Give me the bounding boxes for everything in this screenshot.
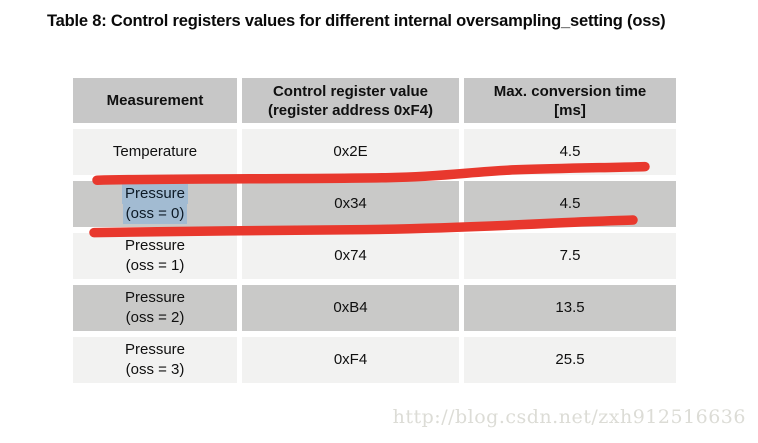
csdn-blog-watermark: http://blog.csdn.net/zxh912516636	[392, 406, 746, 428]
selected-measurement-sublabel[interactable]: (oss = 0)	[122, 204, 188, 224]
cell-conversion-time: 13.5	[464, 285, 676, 331]
register-value: 0x2E	[333, 143, 368, 160]
cell-measurement: Pressure (oss = 2)	[73, 285, 237, 331]
measurement-label: Pressure	[124, 289, 186, 306]
measurement-label: Pressure	[124, 341, 186, 358]
measurement-label: Temperature	[112, 143, 198, 160]
header-text: Measurement	[106, 92, 204, 109]
cell-measurement: Pressure (oss = 3)	[73, 337, 237, 383]
header-text: Control register value	[272, 82, 429, 100]
header-text: [ms]	[554, 101, 586, 119]
conversion-time-value: 25.5	[555, 351, 585, 368]
cell-register-value: 0xB4	[242, 285, 459, 331]
cell-conversion-time: 7.5	[464, 233, 676, 279]
measurement-sublabel: (oss = 3)	[125, 361, 185, 378]
header-cell-measurement: Measurement	[73, 78, 237, 123]
measurement-sublabel: (oss = 2)	[125, 309, 185, 326]
register-value: 0x34	[334, 195, 367, 212]
header-text: (register address 0xF4)	[267, 101, 434, 119]
table-caption: Table 8: Control registers values for di…	[47, 12, 666, 30]
cell-register-value: 0x2E	[242, 129, 459, 175]
conversion-time-value: 4.5	[559, 143, 581, 160]
register-value: 0xF4	[333, 351, 368, 368]
cell-measurement: Temperature	[73, 129, 237, 175]
conversion-time-value: 7.5	[559, 247, 581, 264]
header-cell-max-conversion-time: Max. conversion time [ms]	[464, 78, 676, 123]
header-text: Max. conversion time	[493, 82, 647, 100]
control-registers-table: Measurement Control register value (regi…	[73, 78, 676, 383]
cell-conversion-time: 25.5	[464, 337, 676, 383]
cell-conversion-time: 4.5	[464, 181, 676, 227]
conversion-time-value: 13.5	[555, 299, 585, 316]
cell-conversion-time: 4.5	[464, 129, 676, 175]
cell-measurement: Pressure (oss = 0)	[73, 181, 237, 227]
header-cell-control-register-value: Control register value (register address…	[242, 78, 459, 123]
cell-measurement: Pressure (oss = 1)	[73, 233, 237, 279]
register-value: 0xB4	[333, 299, 368, 316]
cell-register-value: 0x74	[242, 233, 459, 279]
conversion-time-value: 4.5	[559, 195, 581, 212]
cell-register-value: 0xF4	[242, 337, 459, 383]
measurement-sublabel: (oss = 1)	[125, 257, 185, 274]
selected-measurement-label[interactable]: Pressure	[121, 184, 189, 204]
measurement-label: Pressure	[124, 237, 186, 254]
cell-register-value: 0x34	[242, 181, 459, 227]
register-value: 0x74	[334, 247, 367, 264]
